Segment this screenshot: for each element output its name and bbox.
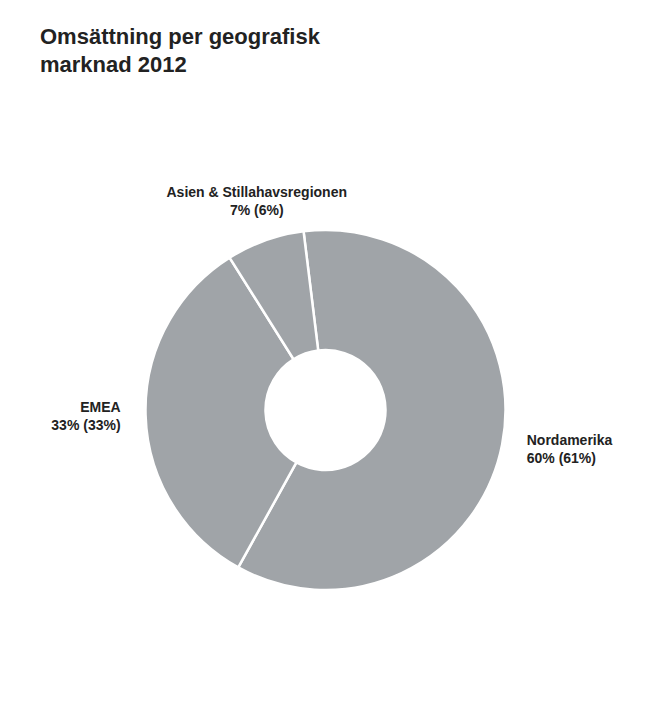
title: Omsättning per geografisk marknad 2012 (40, 24, 321, 77)
title-line: Omsättning per geografisk (40, 24, 321, 49)
chart: Omsättning per geografisk marknad 2012 Nor… (0, 0, 651, 709)
category-label: EMEA (80, 399, 120, 415)
slice (230, 231, 319, 359)
donut (145, 230, 505, 590)
title-line: marknad 2012 (40, 52, 187, 77)
category-label: Nordamerika (527, 432, 613, 448)
labels: Nordamerika 60% (61%) EMEA 33% (33%) Asien &… (51, 184, 612, 466)
data-label: 33% (33%) (51, 417, 120, 433)
data-label: 60% (61%) (527, 450, 596, 466)
data-label: 7% (6%) (230, 202, 284, 218)
category-label: Asien & Stillahavsregionen (166, 184, 347, 200)
